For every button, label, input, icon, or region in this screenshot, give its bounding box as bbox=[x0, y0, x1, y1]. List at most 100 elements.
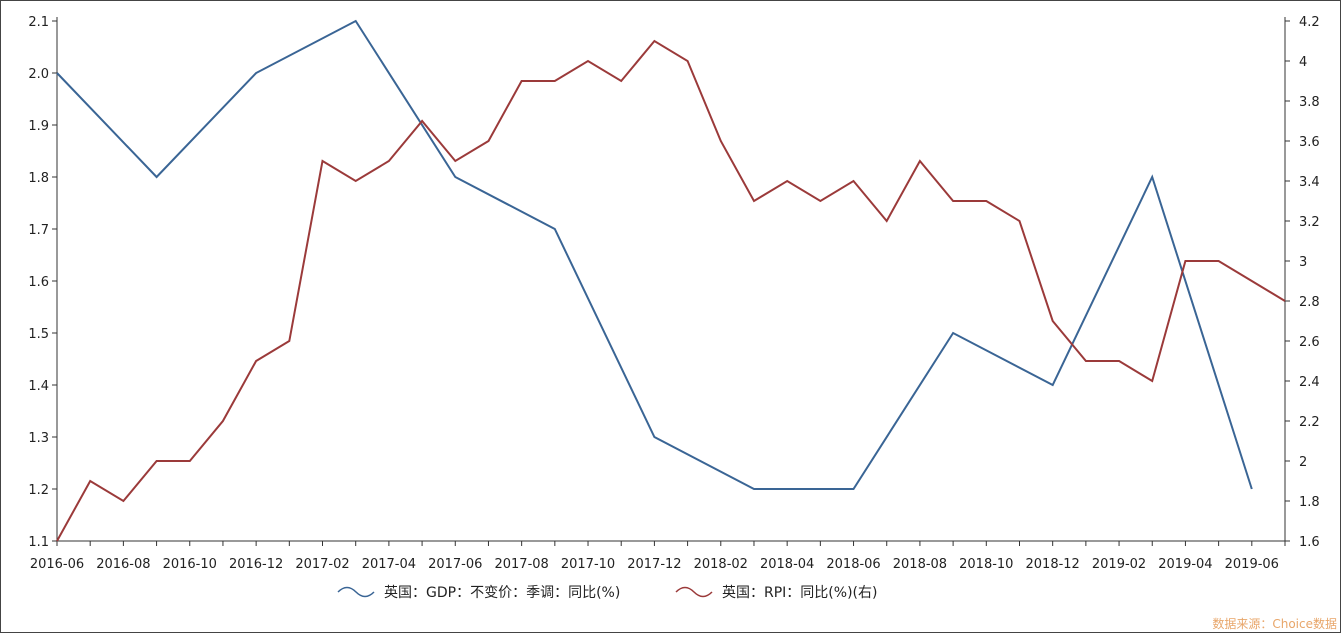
data-point-gdp bbox=[254, 71, 258, 75]
data-point-gdp bbox=[155, 175, 159, 179]
x-tick-label: 2016-06 bbox=[30, 557, 84, 572]
x-tick-label: 2019-02 bbox=[1092, 557, 1146, 572]
y-right-tick-label: 2 bbox=[1299, 455, 1307, 470]
x-tick-label: 2018-02 bbox=[694, 557, 748, 572]
data-point-rpi bbox=[420, 119, 424, 123]
x-tick-label: 2017-12 bbox=[627, 557, 681, 572]
y-left-tick-label: 1.9 bbox=[28, 119, 49, 134]
x-tick-label: 2016-08 bbox=[96, 557, 150, 572]
source-note: 数据来源：Choice数据 bbox=[1212, 617, 1337, 631]
y-left-tick-label: 2.0 bbox=[28, 67, 49, 82]
x-tick-label: 2018-08 bbox=[893, 557, 947, 572]
data-point-rpi bbox=[1084, 359, 1088, 363]
y-right-tick-label: 2.4 bbox=[1299, 375, 1320, 390]
data-point-rpi bbox=[1183, 259, 1187, 263]
data-point-rpi bbox=[1117, 359, 1121, 363]
data-point-rpi bbox=[1250, 279, 1254, 283]
y-left-tick-label: 1.6 bbox=[28, 275, 49, 290]
y-left-tick-label: 1.7 bbox=[28, 223, 49, 238]
x-tick-label: 2017-02 bbox=[295, 557, 349, 572]
data-point-gdp bbox=[453, 175, 457, 179]
data-point-rpi bbox=[951, 199, 955, 203]
data-point-rpi bbox=[885, 219, 889, 223]
x-tick-label: 2018-06 bbox=[826, 557, 880, 572]
data-point-rpi bbox=[984, 199, 988, 203]
y-left-tick-label: 1.4 bbox=[28, 379, 49, 394]
series-line-rpi bbox=[56, 39, 1286, 542]
series-line-gdp bbox=[56, 19, 1253, 490]
data-point-rpi bbox=[221, 419, 225, 423]
data-point-rpi bbox=[520, 79, 524, 83]
data-point-gdp bbox=[55, 71, 59, 75]
data-point-gdp bbox=[1150, 175, 1154, 179]
data-point-gdp bbox=[852, 487, 856, 491]
y-left-tick-label: 1.1 bbox=[28, 535, 49, 550]
data-point-rpi bbox=[918, 159, 922, 163]
y-right-tick-label: 2.2 bbox=[1299, 415, 1320, 430]
data-point-rpi bbox=[121, 499, 125, 503]
y-left-tick-label: 1.3 bbox=[28, 431, 49, 446]
x-tick-label: 2018-12 bbox=[1026, 557, 1080, 572]
y-right-tick-label: 2.8 bbox=[1299, 295, 1320, 310]
data-point-gdp bbox=[652, 435, 656, 439]
legend-label-rpi: 英国：RPI：同比(%)(右) bbox=[722, 584, 877, 601]
data-point-rpi bbox=[619, 79, 623, 83]
data-point-rpi bbox=[686, 59, 690, 63]
x-tick-label: 2017-10 bbox=[561, 557, 615, 572]
data-point-rpi bbox=[553, 79, 557, 83]
data-point-gdp bbox=[951, 331, 955, 335]
y-left-tick-label: 1.2 bbox=[28, 483, 49, 498]
data-point-rpi bbox=[188, 459, 192, 463]
x-tick-label: 2017-08 bbox=[494, 557, 548, 572]
y-right-tick-label: 2.6 bbox=[1299, 335, 1320, 350]
x-tick-label: 2017-04 bbox=[362, 557, 416, 572]
y-left-tick-label: 2.1 bbox=[28, 15, 49, 30]
data-point-rpi bbox=[486, 139, 490, 143]
data-point-gdp bbox=[1250, 487, 1254, 491]
y-right-tick-label: 1.8 bbox=[1299, 495, 1320, 510]
y-right-tick-label: 4.2 bbox=[1299, 15, 1320, 30]
x-tick-label: 2018-10 bbox=[959, 557, 1013, 572]
x-tick-label: 2019-04 bbox=[1158, 557, 1212, 572]
data-point-rpi bbox=[818, 199, 822, 203]
data-point-rpi bbox=[852, 179, 856, 183]
legend-label-gdp: 英国：GDP：不变价：季调：同比(%) bbox=[384, 584, 620, 601]
y-right-tick-label: 4 bbox=[1299, 55, 1307, 70]
legend-swatch-rpi bbox=[675, 586, 713, 598]
y-left-tick-label: 1.8 bbox=[28, 171, 49, 186]
data-point-gdp bbox=[354, 19, 358, 23]
data-point-rpi bbox=[652, 39, 656, 43]
legend-swatch-gdp bbox=[337, 586, 375, 598]
data-point-rpi bbox=[719, 139, 723, 143]
data-point-rpi bbox=[785, 179, 789, 183]
data-point-rpi bbox=[55, 539, 59, 543]
data-point-rpi bbox=[752, 199, 756, 203]
data-point-rpi bbox=[1017, 219, 1021, 223]
data-point-gdp bbox=[1051, 383, 1055, 387]
y-right-tick-label: 1.6 bbox=[1299, 535, 1320, 550]
data-point-rpi bbox=[1283, 299, 1287, 303]
y-right-tick-label: 3.8 bbox=[1299, 95, 1320, 110]
y-left-tick-label: 1.5 bbox=[28, 327, 49, 342]
data-point-rpi bbox=[321, 159, 325, 163]
x-tick-label: 2016-12 bbox=[229, 557, 283, 572]
data-point-rpi bbox=[1217, 259, 1221, 263]
y-right-tick-label: 3.6 bbox=[1299, 135, 1320, 150]
data-point-gdp bbox=[752, 487, 756, 491]
data-point-rpi bbox=[287, 339, 291, 343]
x-tick-label: 2017-06 bbox=[428, 557, 482, 572]
y-right-tick-label: 3.2 bbox=[1299, 215, 1320, 230]
data-point-rpi bbox=[1150, 379, 1154, 383]
x-tick-label: 2018-04 bbox=[760, 557, 814, 572]
y-right-tick-label: 3 bbox=[1299, 255, 1307, 270]
y-right-tick-label: 3.4 bbox=[1299, 175, 1320, 190]
data-point-rpi bbox=[155, 459, 159, 463]
data-point-rpi bbox=[254, 359, 258, 363]
data-point-rpi bbox=[88, 479, 92, 483]
data-point-rpi bbox=[354, 179, 358, 183]
data-point-gdp bbox=[553, 227, 557, 231]
data-point-rpi bbox=[453, 159, 457, 163]
data-point-rpi bbox=[586, 59, 590, 63]
x-tick-label: 2016-10 bbox=[163, 557, 217, 572]
